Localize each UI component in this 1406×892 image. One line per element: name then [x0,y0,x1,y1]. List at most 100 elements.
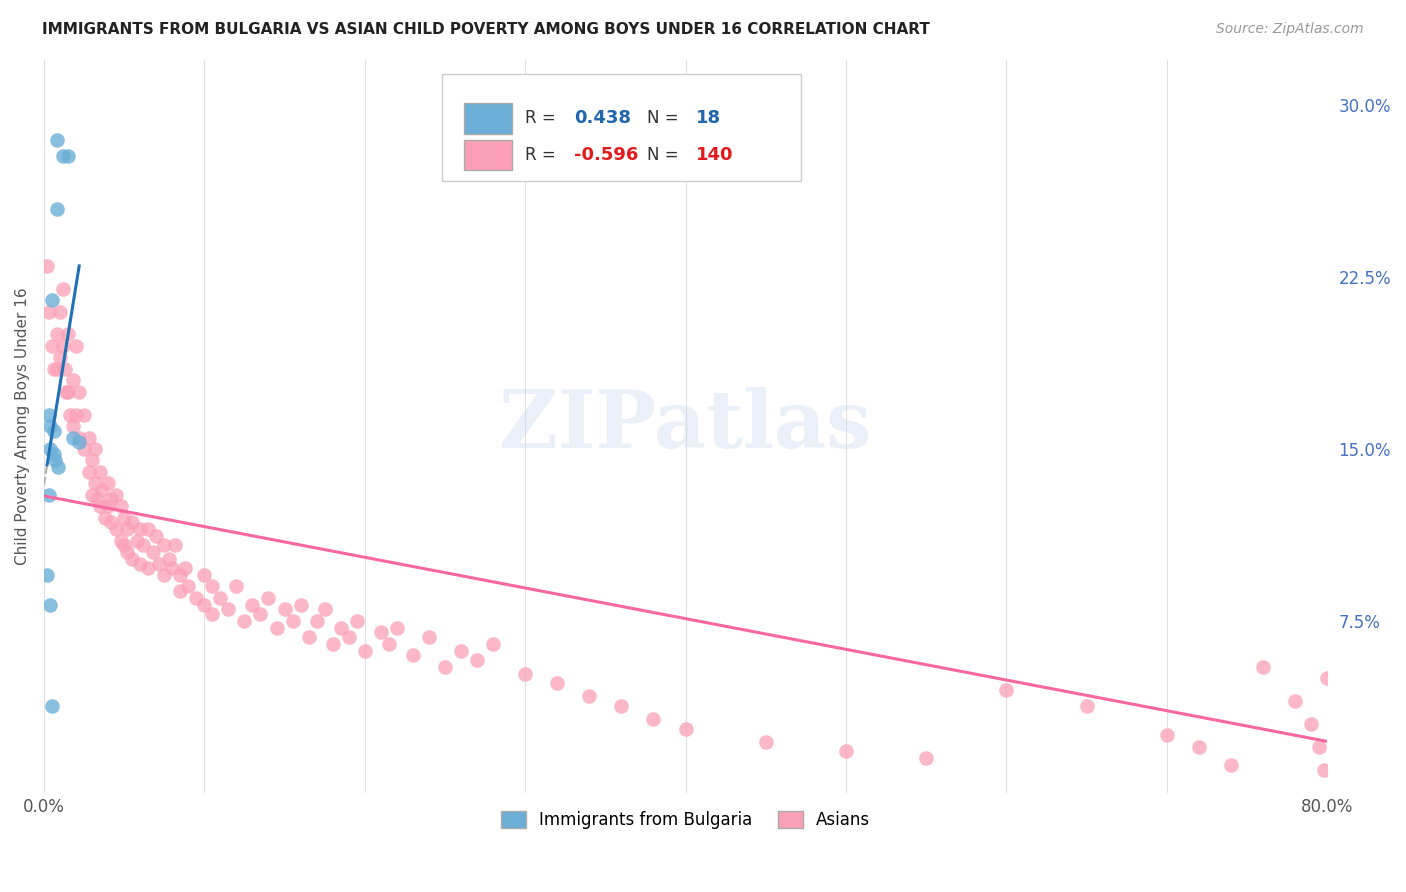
Point [266,621,288,635]
Point [89,465,111,479]
Point [995,682,1018,697]
Point [1396,717,1406,731]
Point [201,607,224,621]
Point [1316,671,1339,685]
Point [1331,728,1354,742]
Point [52,282,75,296]
Point [610,698,633,713]
Text: N =: N = [647,146,683,164]
Point [45,133,67,147]
Point [136,561,159,575]
Point [186,591,208,605]
Point [148,557,170,571]
Point [132,538,155,552]
Point [100,492,122,507]
Text: IMMIGRANTS FROM BULGARIA VS ASIAN CHILD POVERTY AMONG BOYS UNDER 16 CORRELATION : IMMIGRANTS FROM BULGARIA VS ASIAN CHILD … [42,22,929,37]
Point [1381,690,1403,704]
Point [73,408,96,422]
Point [38,408,60,422]
Point [112,538,135,552]
Point [465,653,488,667]
Text: N =: N = [647,109,683,128]
Point [56,327,79,342]
Point [1220,758,1243,772]
Point [97,476,120,491]
Point [52,339,75,353]
Point [42,447,65,461]
Point [44,453,66,467]
Point [233,614,256,628]
Point [546,675,568,690]
Point [402,648,425,663]
Point [290,598,312,612]
Point [45,202,67,216]
Point [77,465,100,479]
Text: -0.596: -0.596 [574,146,638,164]
Point [65,339,87,353]
Point [125,533,148,548]
Point [450,643,472,657]
Point [169,584,191,599]
Point [41,339,63,353]
Point [346,614,368,628]
Point [915,751,938,765]
Point [86,492,108,507]
Point [80,488,103,502]
Point [1324,706,1347,720]
Point [257,591,280,605]
Point [77,431,100,445]
Text: ZIPatlas: ZIPatlas [499,387,872,465]
Point [643,712,665,726]
Point [193,568,215,582]
Point [62,431,84,445]
Point [165,538,187,552]
Point [418,630,440,644]
Point [41,293,63,307]
Point [105,522,128,536]
Point [136,522,159,536]
Point [385,621,408,635]
Point [55,384,77,399]
Point [177,579,200,593]
Point [39,419,62,434]
Point [142,545,165,559]
Point [337,630,360,644]
Point [1076,698,1098,713]
Point [105,488,128,502]
Point [67,384,90,399]
Point [90,483,112,498]
Point [242,598,264,612]
Point [110,500,132,514]
Point [62,419,84,434]
Point [67,435,90,450]
Point [42,424,65,438]
Point [433,659,456,673]
FancyBboxPatch shape [441,74,801,180]
Point [835,744,858,758]
Point [305,614,328,628]
Point [129,522,152,536]
Point [273,602,295,616]
Point [145,529,167,543]
Point [100,516,122,530]
Point [249,607,271,621]
Point [129,557,152,571]
Point [112,510,135,524]
Point [515,666,537,681]
Point [39,442,62,456]
Point [73,442,96,456]
Point [322,637,344,651]
Point [84,442,107,456]
Point [94,510,117,524]
Point [153,538,176,552]
Point [38,304,60,318]
Point [169,568,191,582]
Y-axis label: Child Poverty Among Boys Under 16: Child Poverty Among Boys Under 16 [15,287,30,565]
Text: 18: 18 [696,109,721,128]
Point [1284,694,1306,708]
Point [370,625,392,640]
Point [209,591,232,605]
Legend: Immigrants from Bulgaria, Asians: Immigrants from Bulgaria, Asians [495,804,877,836]
Point [482,637,505,651]
Point [49,304,72,318]
